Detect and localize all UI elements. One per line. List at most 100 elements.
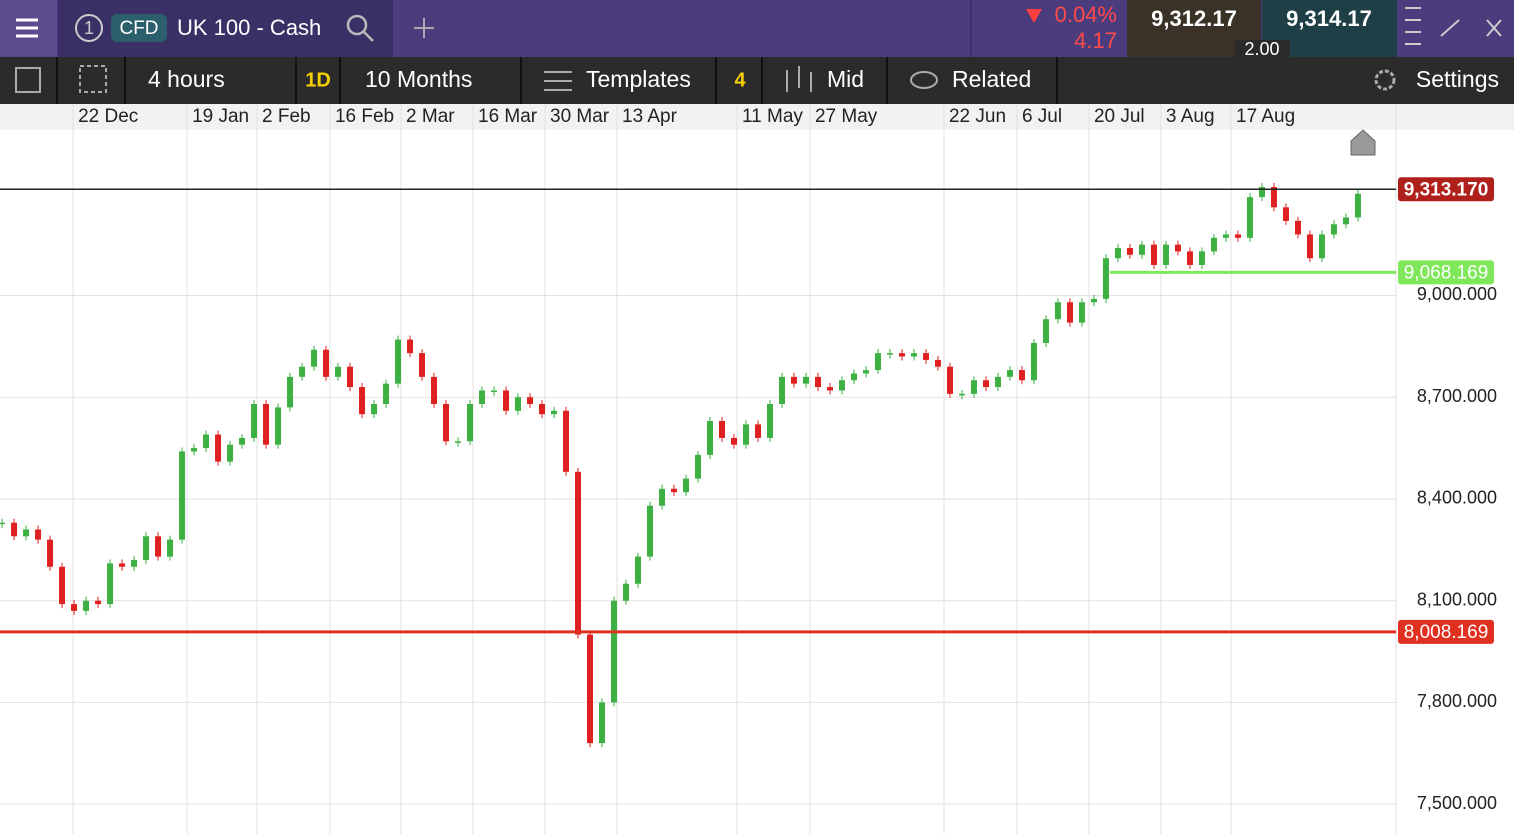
- candle: [1054, 302, 1061, 320]
- layout-icon[interactable]: [79, 65, 107, 93]
- candle: [35, 529, 42, 540]
- candle: [946, 366, 953, 394]
- candle: [1174, 244, 1181, 252]
- candle: [1210, 237, 1217, 252]
- candle: [419, 353, 426, 377]
- candle: [1306, 234, 1313, 259]
- candle: [659, 488, 666, 506]
- change-pct: 0.04%: [1055, 2, 1117, 27]
- candle: [167, 539, 174, 557]
- candle: [1330, 224, 1337, 235]
- candle: [155, 536, 162, 557]
- candle: [790, 376, 797, 384]
- badge: CFD: [119, 18, 158, 39]
- badge-box: [111, 14, 167, 42]
- candle: [443, 404, 450, 442]
- candle: [635, 556, 642, 584]
- interval[interactable]: 4 hours: [148, 66, 225, 92]
- candle: [323, 349, 330, 377]
- x-tick-label: 30 Mar: [550, 106, 610, 127]
- search-icon[interactable]: [346, 14, 374, 42]
- quick-range[interactable]: 1D: [305, 69, 331, 91]
- x-tick-label: 17 Aug: [1236, 106, 1295, 127]
- x-tick-label: 16 Feb: [335, 106, 394, 127]
- price-type[interactable]: Mid: [827, 66, 864, 92]
- candle: [95, 600, 102, 605]
- scroll-end-button[interactable]: [1350, 129, 1376, 156]
- x-tick-label: 20 Jul: [1094, 106, 1145, 127]
- candle: [299, 366, 306, 377]
- candle: [1258, 186, 1265, 198]
- candle: [11, 522, 18, 537]
- candle: [131, 559, 138, 567]
- candle: [1066, 302, 1073, 323]
- candles: [0, 182, 1396, 748]
- spread: 2.00: [1244, 39, 1279, 59]
- candle: [1294, 220, 1301, 235]
- candle: [1126, 248, 1133, 255]
- candle: [371, 404, 378, 415]
- instrument-name: UK 100 - Cash: [177, 15, 321, 40]
- tab-number: 1: [84, 18, 94, 38]
- x-tick-label: 27 May: [815, 106, 878, 127]
- list-icon[interactable]: [15, 67, 41, 93]
- candle: [706, 420, 713, 455]
- range[interactable]: 10 Months: [365, 66, 472, 92]
- candle: [611, 600, 618, 703]
- candle: [395, 339, 402, 384]
- candle: [886, 353, 893, 355]
- candle: [1150, 244, 1157, 265]
- candle: [970, 380, 977, 394]
- candle: [83, 600, 90, 611]
- price-label-box: [1398, 260, 1494, 285]
- indicator-count[interactable]: 4: [734, 69, 746, 91]
- candle: [1018, 370, 1025, 381]
- candle: [0, 522, 6, 525]
- candle: [934, 359, 941, 367]
- sell-price: 9,312.17: [1151, 6, 1237, 31]
- x-tick-label: 22 Jun: [949, 106, 1006, 127]
- candle: [503, 390, 510, 411]
- candle: [623, 583, 630, 601]
- add-tab[interactable]: [414, 18, 434, 38]
- menu-icon: [16, 18, 38, 38]
- candle: [431, 376, 438, 405]
- candle: [47, 539, 54, 567]
- candle: [1006, 370, 1013, 377]
- candle: [766, 404, 773, 438]
- settings[interactable]: Settings: [1416, 66, 1499, 92]
- candle: [71, 604, 78, 611]
- y-tick-label: 8,700.000: [1417, 386, 1497, 406]
- y-tick-label: 7,500.000: [1417, 793, 1497, 813]
- candle: [251, 404, 258, 438]
- candle: [1162, 244, 1169, 265]
- candle: [1102, 258, 1109, 299]
- candle: [215, 434, 222, 462]
- candle: [515, 397, 522, 411]
- buy-price: 9,314.17: [1286, 6, 1372, 31]
- candle: [910, 353, 917, 357]
- candle: [107, 563, 114, 605]
- candle: [982, 380, 989, 388]
- related[interactable]: Related: [952, 66, 1031, 92]
- x-tick-label: 2 Feb: [262, 106, 311, 127]
- candle: [1138, 244, 1145, 255]
- x-tick-label: 11 May: [742, 106, 803, 127]
- candle: [1234, 234, 1241, 238]
- candle: [479, 390, 486, 405]
- candle: [838, 380, 845, 391]
- candle: [263, 404, 270, 445]
- x-tick-label: 2 Mar: [406, 106, 455, 127]
- candle: [742, 424, 749, 445]
- candle: [1318, 234, 1325, 259]
- down-arrow: [1026, 9, 1042, 23]
- window-icons[interactable]: [1405, 7, 1502, 45]
- candle: [587, 634, 594, 744]
- candle: [730, 437, 737, 445]
- candle: [551, 410, 558, 415]
- candle: [335, 366, 342, 377]
- candle: [683, 478, 690, 493]
- candle: [898, 353, 905, 357]
- templates[interactable]: Templates: [586, 66, 691, 92]
- candle: [455, 441, 462, 443]
